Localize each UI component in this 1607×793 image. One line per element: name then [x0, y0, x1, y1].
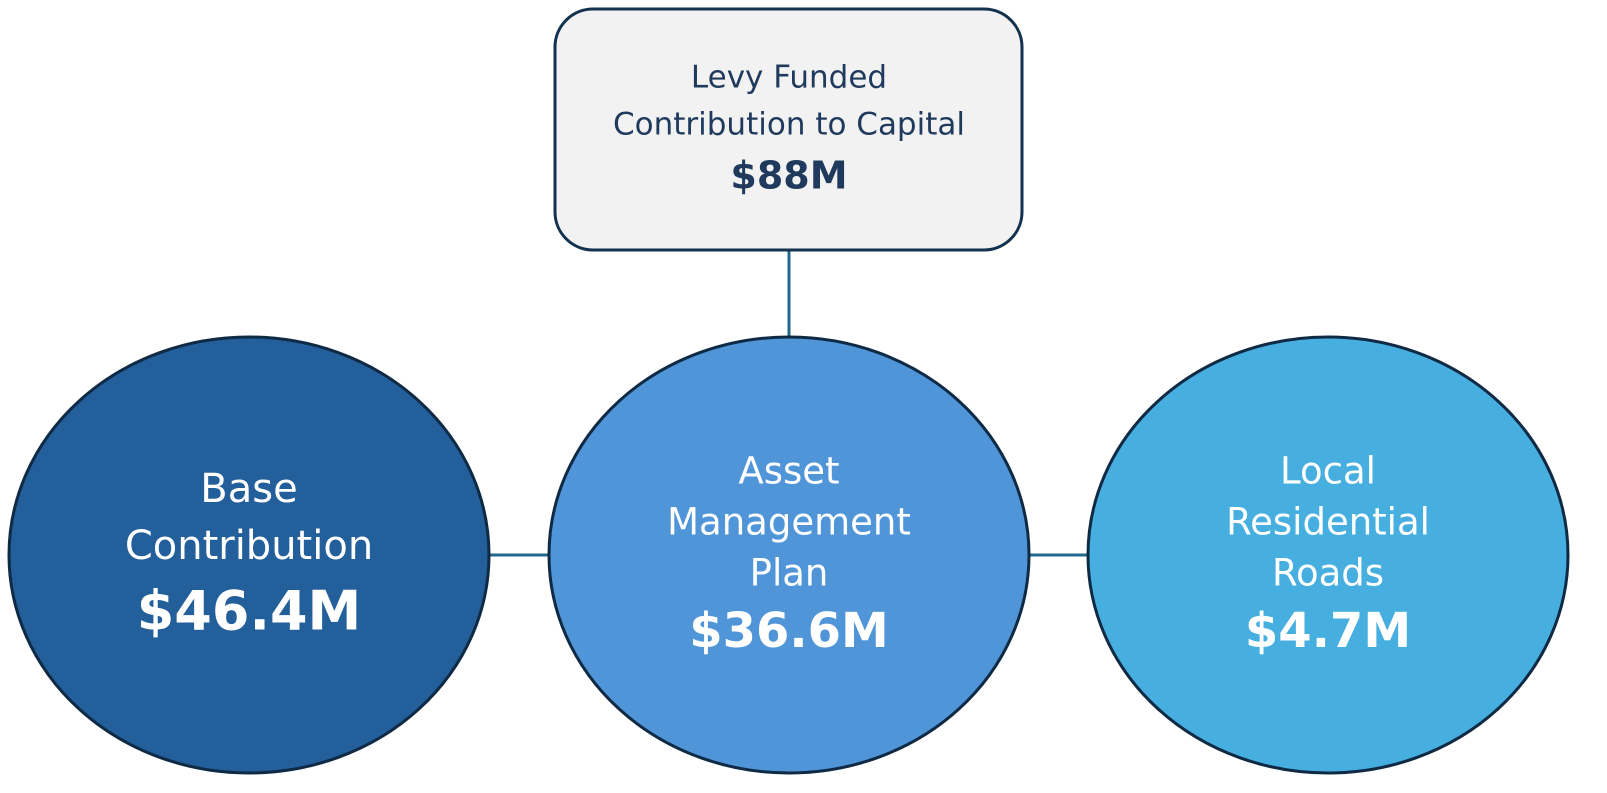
node-circle: [547, 335, 1031, 775]
node-label: Base: [200, 466, 297, 512]
root-value: $88M: [730, 154, 847, 198]
node-value: $4.7M: [1245, 603, 1411, 659]
node-value: $36.6M: [689, 603, 889, 659]
node-label: Contribution: [125, 523, 373, 569]
root-label: Levy Funded: [691, 60, 887, 96]
node-label: Residential: [1226, 501, 1430, 544]
root-label: Contribution to Capital: [613, 107, 965, 143]
node-label: Asset: [738, 450, 839, 493]
node-label: Local: [1280, 450, 1376, 493]
node-label: Plan: [750, 552, 829, 595]
node-circle: [7, 335, 491, 775]
node-label: Management: [667, 501, 911, 544]
node-label: Roads: [1272, 552, 1384, 595]
root-box: [553, 7, 1024, 252]
node-circle: [1086, 335, 1570, 775]
node-value: $46.4M: [137, 580, 362, 643]
